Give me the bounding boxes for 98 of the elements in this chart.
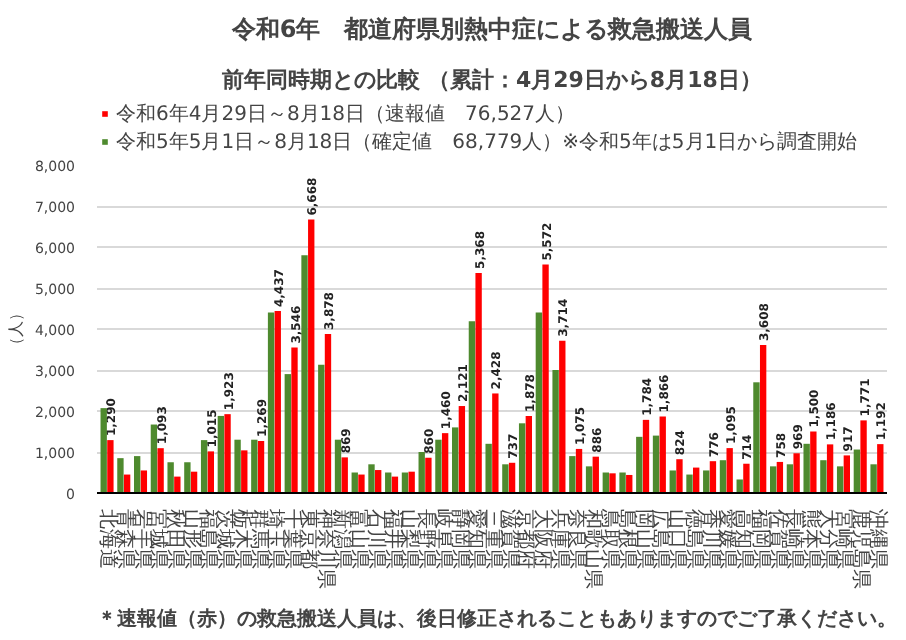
bar <box>552 370 559 493</box>
x-tick-label: 新潟県 <box>330 509 355 569</box>
bar <box>776 461 784 493</box>
bar <box>810 431 817 493</box>
x-tick-label: 千葉県 <box>280 509 305 569</box>
bar <box>826 444 834 493</box>
bar <box>441 433 449 493</box>
bar <box>458 406 466 493</box>
bar <box>535 312 543 493</box>
bar <box>324 334 332 493</box>
bar <box>358 474 365 493</box>
bar <box>803 443 810 493</box>
bar <box>585 466 593 493</box>
bar <box>508 462 516 493</box>
bar <box>167 462 174 493</box>
bar <box>234 439 241 493</box>
bar <box>753 382 760 493</box>
text: ＊速報値（赤）の救急搬送人員は、後日修正されることもありますのでご了承ください。 <box>97 607 897 631</box>
bar <box>207 451 214 493</box>
bar <box>334 439 342 493</box>
y-axis-title: （人） <box>6 305 25 353</box>
bar <box>284 374 291 493</box>
bar <box>542 264 549 493</box>
bar <box>224 414 231 493</box>
bar <box>475 272 482 493</box>
chart-title: 令和6年 都道府県別熱中症による救急搬送人員 <box>229 15 755 43</box>
bar <box>502 464 509 493</box>
bar <box>267 312 275 493</box>
bar <box>860 420 867 493</box>
bar <box>241 450 248 493</box>
bar <box>877 444 884 493</box>
bar <box>703 470 710 493</box>
bar <box>100 408 107 493</box>
bar <box>770 466 777 493</box>
bar <box>301 255 308 493</box>
bar <box>150 424 158 493</box>
bar <box>435 439 442 493</box>
bar <box>368 464 375 493</box>
bar <box>659 416 666 493</box>
bar <box>308 219 315 493</box>
bar <box>525 416 532 493</box>
bar <box>468 321 476 493</box>
bar <box>609 473 616 493</box>
bar <box>274 311 281 493</box>
bar <box>408 471 415 493</box>
bar <box>669 470 676 493</box>
bar <box>843 455 851 493</box>
bar <box>686 474 693 493</box>
bar <box>133 456 141 493</box>
legend-label: 令和6年4月29日～8月18日（速報値 76,527人） <box>116 101 578 127</box>
bar <box>492 393 499 493</box>
bar <box>820 460 827 493</box>
bar <box>592 456 599 493</box>
bar <box>652 435 660 493</box>
bar <box>719 460 727 493</box>
bar <box>636 436 643 493</box>
bar <box>642 419 650 493</box>
x-tick-label: 宮城県 <box>146 509 171 569</box>
x-tick-label: 愛知県 <box>464 509 489 569</box>
x-tick-label: 宮崎県 <box>832 509 857 569</box>
bar <box>619 472 626 493</box>
bar <box>518 423 526 493</box>
bar <box>375 470 382 493</box>
bar <box>200 440 208 493</box>
bar <box>117 458 124 493</box>
bar <box>184 462 191 493</box>
bar <box>318 364 325 493</box>
bar <box>853 449 861 493</box>
bar <box>870 464 877 493</box>
bar <box>107 440 114 493</box>
x-tick-label: 北海道 <box>96 509 121 569</box>
bar <box>836 466 844 493</box>
bar <box>559 340 566 493</box>
bar <box>676 459 683 493</box>
bar <box>174 476 181 493</box>
bar <box>485 443 492 493</box>
chart-subtitle: 前年同時期との比較 （累計：4月29日から8月18日） <box>220 67 762 93</box>
bar <box>251 439 258 493</box>
bar <box>759 345 767 493</box>
bar <box>793 453 800 493</box>
bar <box>140 470 148 493</box>
bar <box>743 463 750 493</box>
bar <box>575 448 583 493</box>
bar <box>709 461 717 493</box>
bar <box>217 415 225 493</box>
bar <box>569 456 576 493</box>
x-tick-label: 茨城県 <box>213 509 238 569</box>
bar <box>418 452 425 493</box>
bar <box>257 440 265 493</box>
bar <box>736 479 743 493</box>
legend-label: 令和5年5月1日～8月18日（確定値 68,779人）※令和5年は5月1日から調査開始 <box>116 129 860 155</box>
bar <box>291 347 298 493</box>
bar <box>341 457 348 493</box>
bar <box>726 448 733 493</box>
bar <box>425 457 432 493</box>
bar <box>452 427 459 493</box>
bar <box>786 464 794 493</box>
bar <box>157 448 164 493</box>
